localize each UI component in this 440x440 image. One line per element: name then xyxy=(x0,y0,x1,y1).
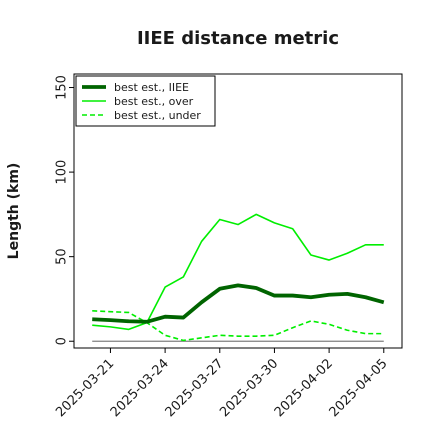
y-tick-label: 50 xyxy=(55,248,70,265)
y-axis-label: Length (km) xyxy=(6,163,22,260)
y-axis: 0 50 100 150 xyxy=(55,75,74,345)
series-line-0 xyxy=(92,283,385,324)
legend-label-2: best est., under xyxy=(114,109,201,122)
y-tick-label: 100 xyxy=(55,160,70,185)
x-tick-label: 2025-04-05 xyxy=(327,356,391,420)
legend-label-0: best est., IIEE xyxy=(114,81,189,94)
x-axis: 2025-03-212025-03-242025-03-272025-03-30… xyxy=(53,348,391,420)
series-layer xyxy=(92,213,385,342)
series-line-2 xyxy=(92,309,384,342)
y-tick-label: 0 xyxy=(55,337,70,345)
y-tick-label: 150 xyxy=(55,75,70,100)
plot-frame xyxy=(73,73,403,349)
legend-label-1: best est., over xyxy=(114,95,194,108)
series-line-1 xyxy=(92,213,384,331)
chart-title: IIEE distance metric xyxy=(137,28,339,49)
